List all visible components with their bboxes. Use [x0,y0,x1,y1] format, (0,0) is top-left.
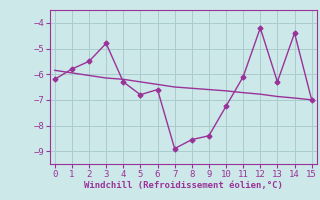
X-axis label: Windchill (Refroidissement éolien,°C): Windchill (Refroidissement éolien,°C) [84,181,283,190]
